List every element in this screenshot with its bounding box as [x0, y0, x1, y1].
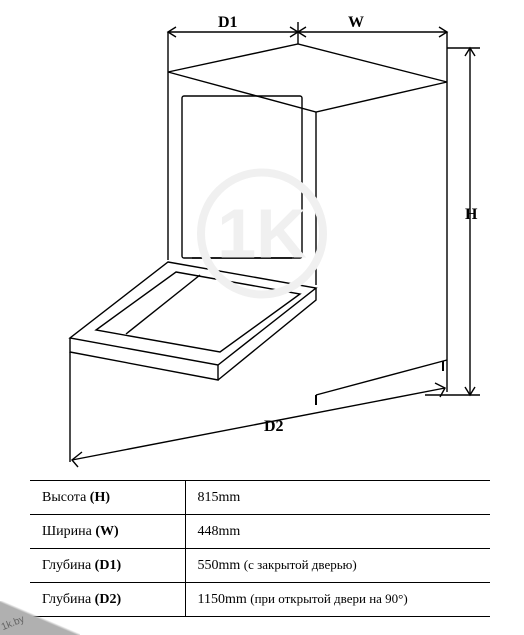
dim-label-d1: D1 [218, 14, 238, 32]
dim-label-h: H [465, 206, 477, 224]
spec-label-cell: Ширина (W) [30, 515, 185, 549]
spec-label: Ширина [42, 524, 92, 539]
table-row: Высота (H) 815mm [30, 481, 490, 515]
appliance-diagram [0, 0, 524, 480]
spec-value: 1150mm [198, 592, 247, 607]
diagram-area: 1K [0, 0, 524, 480]
spec-symbol: (H) [90, 490, 110, 505]
dim-label-w: W [348, 14, 364, 32]
table-row: Ширина (W) 448mm [30, 515, 490, 549]
page-container: 1K [0, 0, 524, 635]
spec-value-cell: 448mm [185, 515, 490, 549]
table-row: Глубина (D1) 550mm (с закрытой дверью) [30, 549, 490, 583]
spec-label-cell: Глубина (D1) [30, 549, 185, 583]
table-row: Глубина (D2) 1150mm (при открытой двери … [30, 583, 490, 617]
spec-value: 448mm [198, 524, 241, 539]
spec-table: Высота (H) 815mm Ширина (W) 448mm [30, 480, 490, 617]
spec-note: (при открытой двери на 90°) [250, 591, 407, 606]
spec-value-cell: 815mm [185, 481, 490, 515]
spec-label: Высота [42, 490, 86, 505]
corner-badge-text: 1k.by [0, 614, 26, 633]
dim-label-d2: D2 [264, 418, 284, 436]
spec-value-cell: 1150mm (при открытой двери на 90°) [185, 583, 490, 617]
spec-note: (с закрытой дверью) [244, 557, 357, 572]
spec-value: 550mm [198, 558, 241, 573]
spec-label: Глубина [42, 558, 91, 573]
spec-symbol: (W) [95, 524, 118, 539]
spec-symbol: (D1) [95, 558, 121, 573]
corner-badge: 1k.by [0, 601, 80, 635]
spec-value-cell: 550mm (с закрытой дверью) [185, 549, 490, 583]
spec-table-area: Высота (H) 815mm Ширина (W) 448mm [30, 480, 490, 617]
spec-label-cell: Высота (H) [30, 481, 185, 515]
spec-value: 815mm [198, 490, 241, 505]
spec-symbol: (D2) [95, 592, 121, 607]
